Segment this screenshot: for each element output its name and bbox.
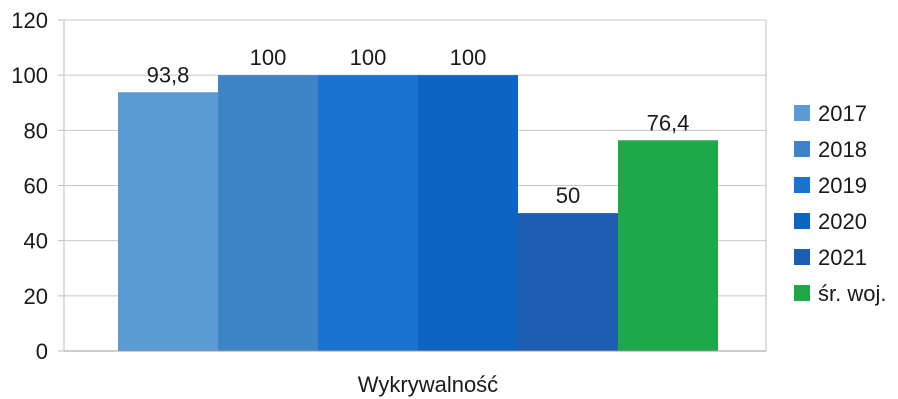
legend-swatch xyxy=(794,213,810,229)
legend-swatch xyxy=(794,285,810,301)
data-label: 100 xyxy=(250,45,287,70)
data-label: 76,4 xyxy=(647,110,690,135)
bar-1 xyxy=(218,75,318,352)
y-tick-label: 100 xyxy=(11,63,48,88)
y-tick-label: 40 xyxy=(24,229,48,254)
legend-label: 2019 xyxy=(818,173,867,198)
legend-label: śr. woj. xyxy=(818,281,886,306)
legend-label: 2018 xyxy=(818,137,867,162)
data-label: 93,8 xyxy=(147,62,190,87)
y-tick-label: 120 xyxy=(11,8,48,33)
data-label: 100 xyxy=(450,45,487,70)
bar-0 xyxy=(118,92,218,351)
legend-label: 2017 xyxy=(818,101,867,126)
legend-swatch xyxy=(794,249,810,265)
bar-5 xyxy=(618,140,718,351)
legend-swatch xyxy=(794,105,810,121)
bar-3 xyxy=(418,75,518,352)
y-tick-label: 80 xyxy=(24,118,48,143)
legend-swatch xyxy=(794,141,810,157)
x-axis-label: Wykrywalność xyxy=(358,372,498,397)
legend-label: 2021 xyxy=(818,245,867,270)
legend-label: 2020 xyxy=(818,209,867,234)
bar-4 xyxy=(518,213,618,351)
data-label: 100 xyxy=(350,45,387,70)
y-tick-label: 20 xyxy=(24,284,48,309)
data-labels: 93,8 100 100 100 50 76,4 xyxy=(147,45,690,208)
legend-swatch xyxy=(794,177,810,193)
y-axis-tick-labels: 0 20 40 60 80 100 120 xyxy=(11,8,48,364)
y-tick-label: 60 xyxy=(24,174,48,199)
legend: 2017 2018 2019 2020 2021 śr. woj. xyxy=(794,101,886,306)
data-label: 50 xyxy=(556,183,580,208)
y-tick-label: 0 xyxy=(36,339,48,364)
bar-2 xyxy=(318,75,418,352)
bars xyxy=(118,75,718,352)
